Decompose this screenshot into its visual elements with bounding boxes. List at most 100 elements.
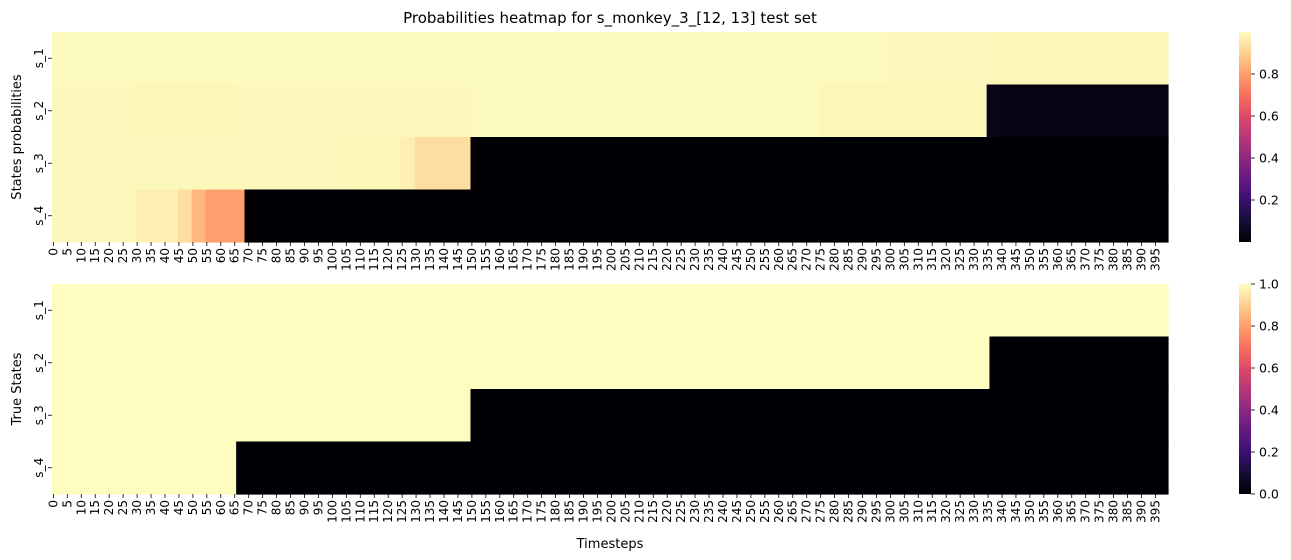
x-tick-label: 5 [60, 248, 74, 256]
heatmap-cell-s_1-0 [52, 32, 890, 86]
heatmap-cell-s_2-1 [135, 84, 234, 138]
heatmap-panel-2: s_1 s_2 s_3 s_4 0 5 10 15 20 25 30 35 40 45 50 55 60 65 70… [10, 284, 1169, 552]
x-tick-label: 20 [102, 500, 116, 515]
colorbar-1: 0.2 0.4 0.6 0.8 [1239, 32, 1279, 242]
x-tick-label: 75 [256, 248, 270, 263]
x-tick-label: 5 [60, 500, 74, 508]
x-tick-label: 60 [214, 500, 228, 515]
y-tick-label: s_4 [32, 206, 46, 226]
x-tick-label: 385 [1121, 248, 1135, 271]
x-tick-label: 260 [772, 248, 786, 271]
x-tick-label: 155 [479, 500, 493, 523]
x-tick-label: 395 [1148, 500, 1162, 523]
x-tick-label: 320 [939, 248, 953, 271]
heatmap-cell-s_3-4 [470, 137, 1169, 191]
x-tick-label: 215 [646, 248, 660, 271]
heatmap-cell-s_3-1 [344, 137, 402, 191]
x-tick-label: 185 [563, 248, 577, 271]
x-tick-label: 190 [576, 500, 590, 523]
x-tick-label: 355 [1037, 500, 1051, 523]
x-tick-label: 335 [981, 248, 995, 271]
y-tick-label: s_3 [32, 405, 46, 425]
heatmap-cell-s_3-1 [470, 389, 1169, 443]
x-tick-label: 390 [1134, 248, 1148, 271]
colorbar-gradient [1239, 32, 1251, 242]
colorbar-tick-label: 0.8 [1259, 67, 1279, 82]
x-tick-label: 130 [409, 500, 423, 523]
x-tick-label: 385 [1121, 500, 1135, 523]
heatmap-cell-s_4-3 [191, 189, 207, 243]
x-tick-label: 85 [284, 500, 298, 515]
x-tick-label: 30 [130, 500, 144, 515]
x-tick-label: 245 [730, 248, 744, 271]
x-tick-label: 195 [590, 500, 604, 523]
x-tick-label: 330 [967, 248, 981, 271]
x-tick-label: 155 [479, 248, 493, 271]
x-tick-label: 10 [74, 248, 88, 263]
colorbar-gradient [1239, 284, 1251, 494]
x-tick-label: 235 [702, 248, 716, 271]
x-tick-label: 260 [772, 500, 786, 523]
x-tick-label: 230 [688, 500, 702, 523]
x-tick-label: 325 [953, 500, 967, 523]
x-tick-label: 305 [897, 500, 911, 523]
x-tick-label: 140 [437, 248, 451, 271]
x-tick-label: 45 [172, 500, 186, 515]
x-tick-label: 120 [381, 248, 395, 271]
x-tick-label: 305 [897, 248, 911, 271]
x-tick-label: 40 [158, 500, 172, 515]
x-tick-label: 245 [730, 500, 744, 523]
x-tick-label: 125 [395, 500, 409, 523]
x-tick-label: 235 [702, 500, 716, 523]
heatmap-cell-s_2-2 [233, 84, 472, 138]
x-tick-label: 15 [88, 248, 102, 263]
x-tick-label: 190 [576, 248, 590, 271]
x-tick-label: 195 [590, 248, 604, 271]
y-tick-label: s_2 [32, 353, 46, 373]
x-tick-label: 320 [939, 500, 953, 523]
x-tick-label: 150 [465, 500, 479, 523]
y-tick-label: s_4 [32, 458, 46, 478]
x-tick-label: 100 [325, 248, 339, 271]
x-tick-label: 180 [549, 248, 563, 271]
x-tick-label: 255 [758, 500, 772, 523]
x-tick-label: 40 [158, 248, 172, 263]
x-tick-label: 60 [214, 248, 228, 263]
colorbar-tick-label: 0.0 [1259, 487, 1279, 502]
x-tick-label: 0 [46, 248, 60, 256]
colorbar-tick-label: 0.6 [1259, 109, 1279, 124]
heatmap-cell-s_2-4 [819, 84, 988, 138]
x-tick-label: 335 [981, 500, 995, 523]
x-tick-label: 115 [367, 500, 381, 523]
y-tick-label: s_3 [32, 153, 46, 173]
x-tick-label: 200 [604, 248, 618, 271]
x-tick-label: 105 [339, 500, 353, 523]
x-tick-label: 365 [1065, 500, 1079, 523]
x-tick-label: 145 [451, 248, 465, 271]
x-tick-label: 295 [869, 500, 883, 523]
x-tick-label: 275 [814, 500, 828, 523]
x-tick-label: 205 [618, 500, 632, 523]
heatmap-cell-s_4-2 [177, 189, 193, 243]
heatmap-cell-s_1-1 [889, 32, 1002, 86]
x-tick-label: 285 [842, 500, 856, 523]
x-tick-label: 225 [674, 248, 688, 271]
y-tick-label: s_1 [32, 300, 46, 320]
x-tick-label: 185 [563, 500, 577, 523]
x-tick-label: 250 [744, 500, 758, 523]
x-tick-label: 370 [1079, 248, 1093, 271]
x-tick-label: 265 [786, 500, 800, 523]
colorbar-tick-label: 0.8 [1259, 319, 1279, 334]
x-tick-label: 90 [297, 500, 311, 515]
x-tick-label: 115 [367, 248, 381, 271]
x-tick-label: 0 [46, 500, 60, 508]
x-tick-label: 280 [828, 248, 842, 271]
x-tick-label: 100 [325, 500, 339, 523]
x-tick-label: 315 [925, 248, 939, 271]
x-axis-label: Timesteps [576, 537, 644, 552]
x-tick-label: 350 [1023, 500, 1037, 523]
colorbar-tick-label: 0.4 [1259, 151, 1279, 166]
x-tick-label: 50 [186, 248, 200, 263]
x-tick-label: 15 [88, 500, 102, 515]
